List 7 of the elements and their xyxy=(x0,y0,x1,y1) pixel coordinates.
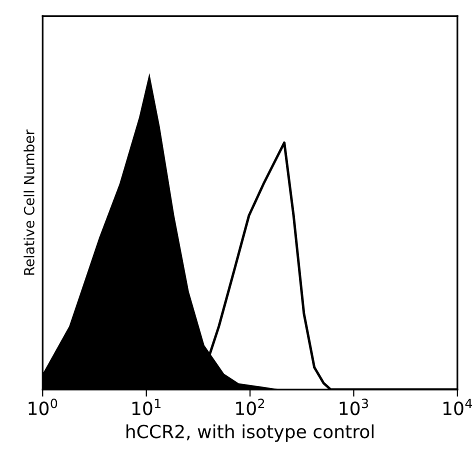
x-tick-label: 10$^{4}$ xyxy=(444,398,472,416)
x-tick-label: 10$^{0}$ xyxy=(28,398,58,416)
x-tick-label: 10$^{3}$ xyxy=(340,398,368,416)
x-axis-title: hCCR2, with isotype control xyxy=(126,424,374,442)
y-axis-title: Relative Cell Number xyxy=(24,130,34,275)
x-tick-label: 10$^{2}$ xyxy=(236,398,264,416)
x-tick-label: 10$^{1}$ xyxy=(132,398,160,416)
